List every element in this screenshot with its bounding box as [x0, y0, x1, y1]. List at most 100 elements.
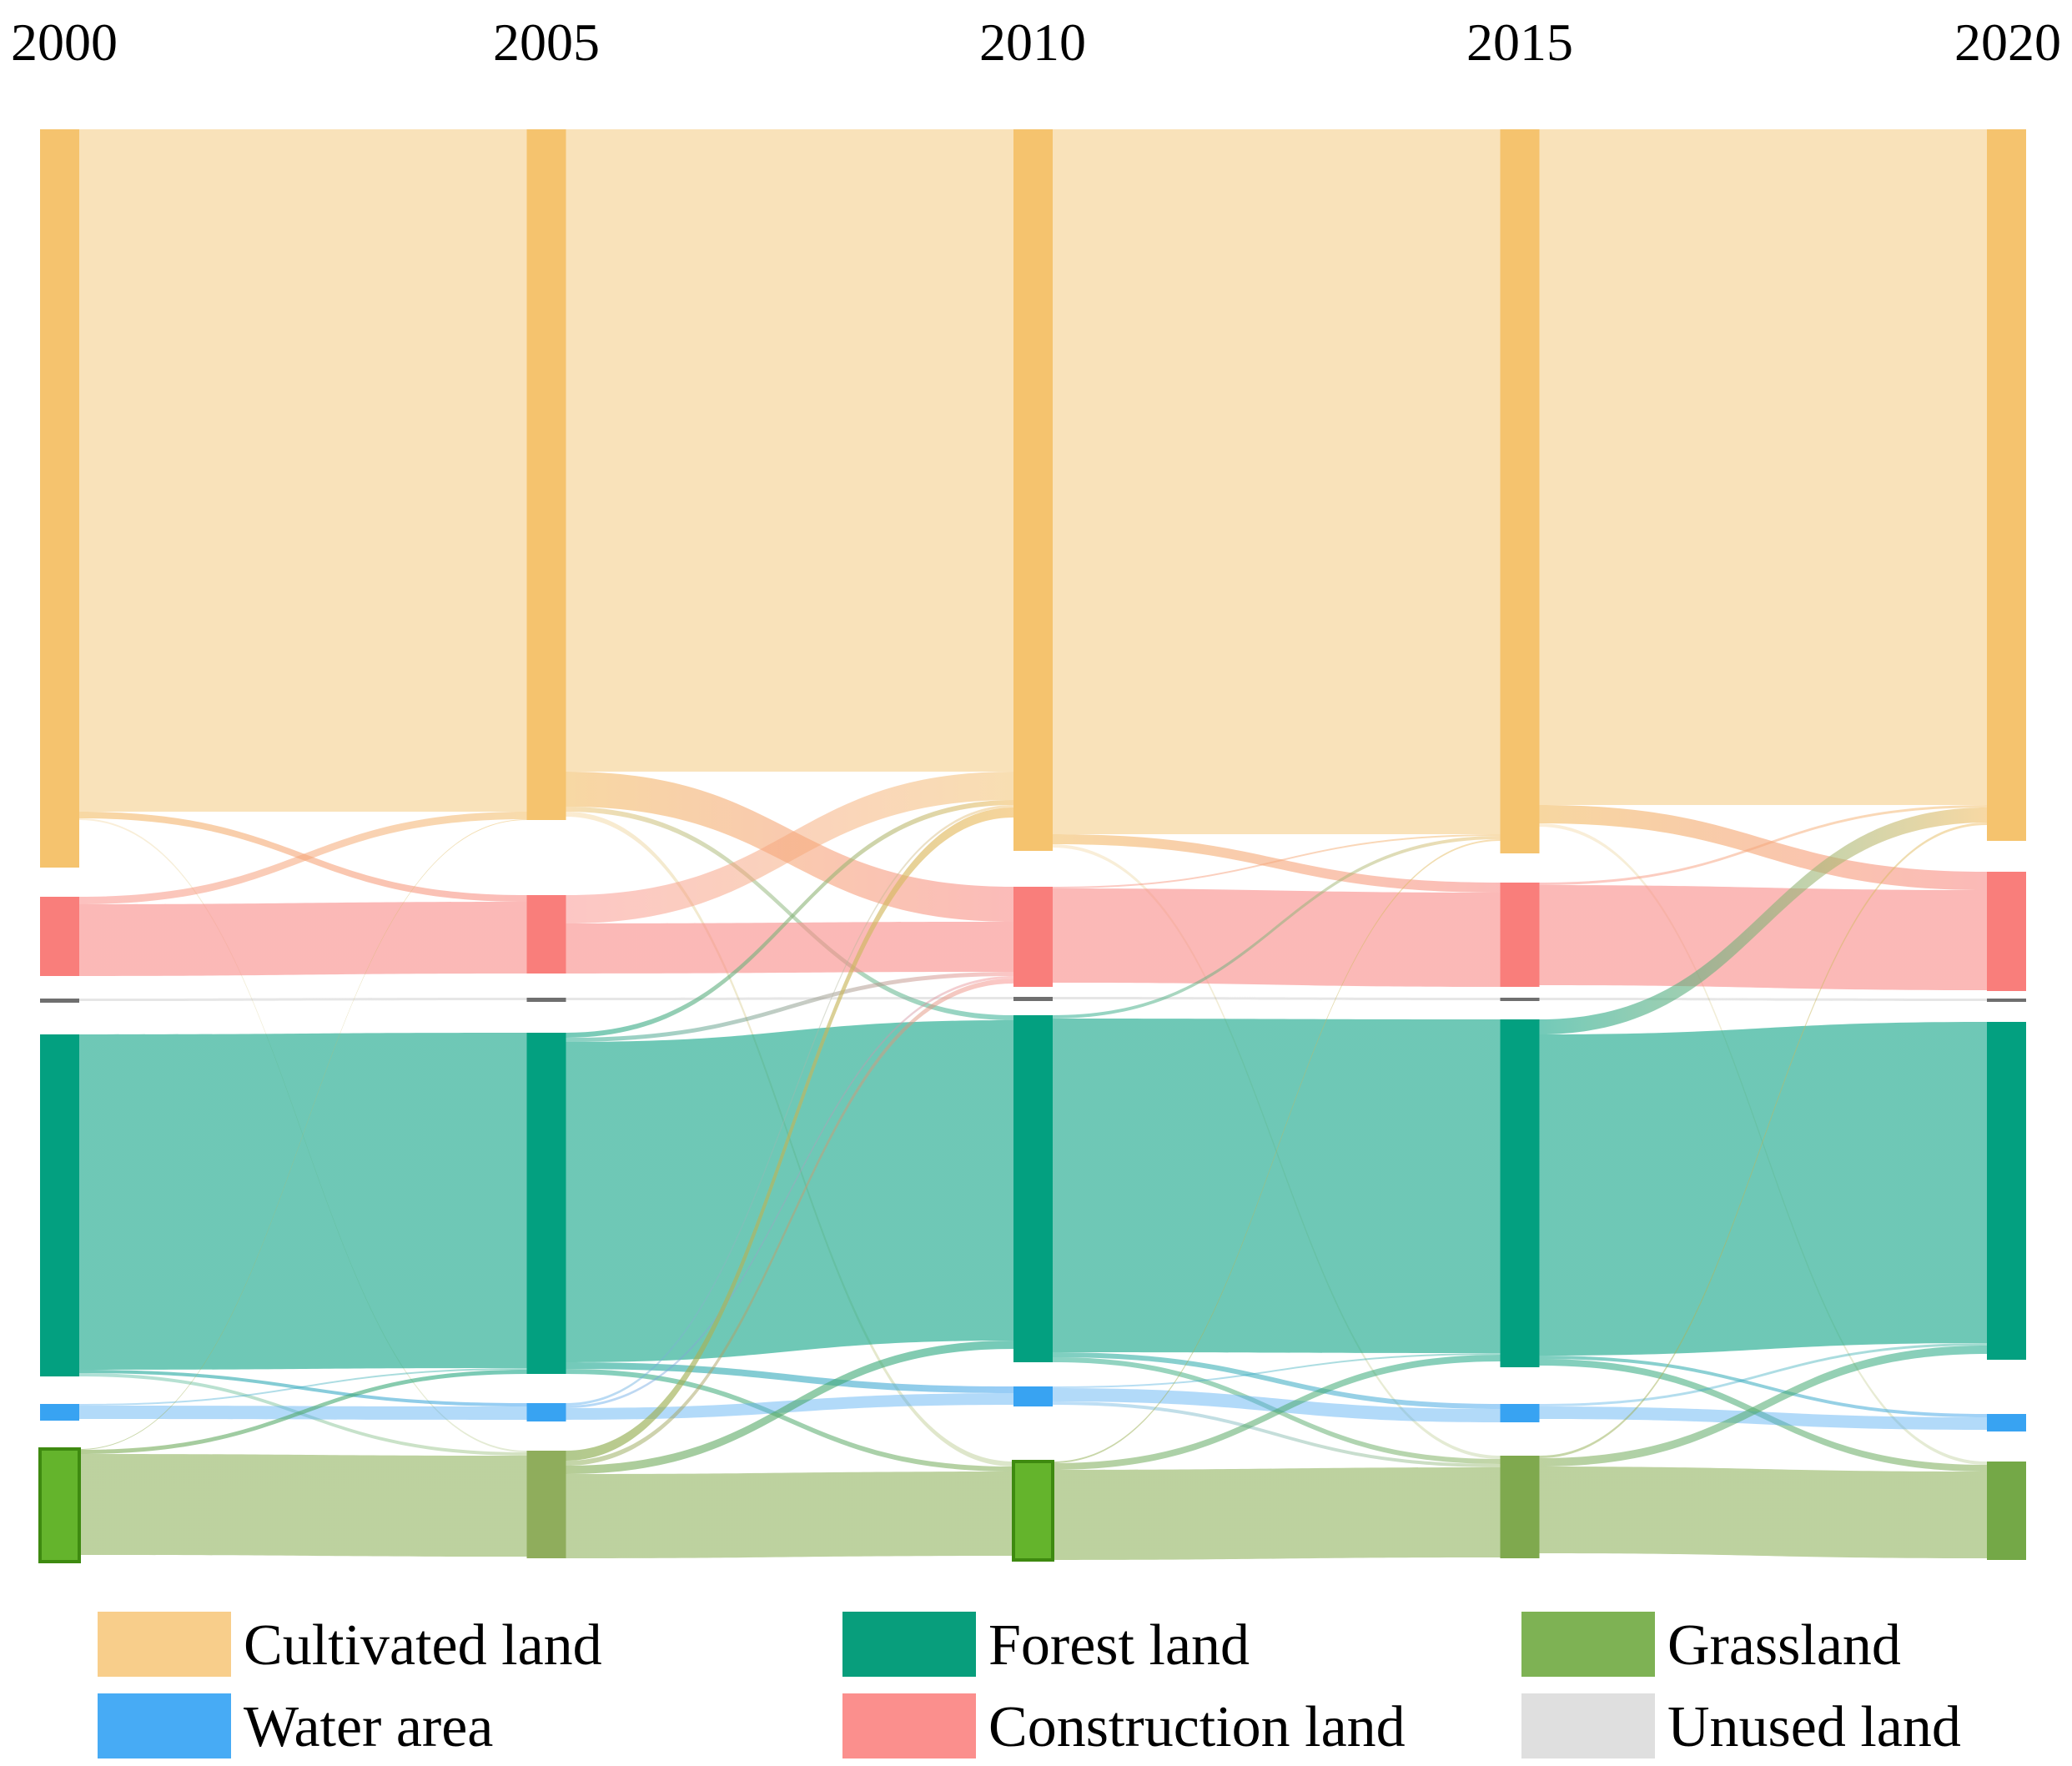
flow-construction-to-cultivated-2015-2020 — [1539, 805, 1987, 885]
flow-construction-to-cultivated-2010-2015 — [1053, 834, 1501, 888]
flow-forest-to-forest-2000-2005 — [79, 1033, 527, 1370]
flow-construction-to-construction-2005-2010 — [566, 922, 1013, 974]
flow-construction-to-construction-2015-2020 — [1539, 885, 1987, 990]
node-cultivated-2010 — [1013, 129, 1053, 851]
flow-water-to-grassland-2010-2015 — [1053, 1401, 1501, 1467]
node-construction-2005 — [526, 895, 566, 974]
flow-cultivated-to-cultivated-2010-2015 — [1053, 129, 1501, 834]
node-cultivated-2000 — [40, 129, 79, 868]
node-unused-2010 — [1013, 997, 1053, 1001]
flow-cultivated-to-cultivated-2000-2005 — [79, 129, 527, 812]
nodes-layer — [38, 129, 2026, 1563]
legend-label-water-area: Water area — [244, 1695, 493, 1759]
flow-grassland-to-cultivated-2000-2005 — [79, 819, 527, 1450]
node-forest-2000 — [40, 1034, 79, 1376]
node-unused-2015 — [1500, 998, 1540, 1001]
flow-grassland-to-grassland-2010-2015 — [1053, 1467, 1501, 1560]
labels-layer: 2000 2005 2010 2015 2020 — [11, 13, 2061, 72]
legend-label-cultivated-land: Cultivated land — [244, 1613, 602, 1678]
node-forest-2015 — [1500, 1019, 1540, 1367]
node-grassland-2010 — [1012, 1460, 1054, 1562]
flow-forest-to-grassland-2005-2010 — [566, 1369, 1013, 1472]
flow-grassland-to-forest-2005-2010 — [566, 1341, 1013, 1474]
legend-swatch-cultivated-land — [98, 1612, 231, 1677]
node-construction-2000 — [40, 897, 79, 976]
node-water-2010 — [1013, 1386, 1053, 1406]
legend-label-forest-land: Forest land — [988, 1613, 1250, 1678]
flow-water-to-forest-2000-2005 — [79, 1368, 527, 1406]
flow-unused-to-unused-2005-2010 — [566, 997, 1013, 1000]
flow-grassland-to-forest-2000-2005 — [79, 1370, 527, 1454]
flows-layer — [79, 129, 1987, 1560]
flow-unused-to-unused-2015-2020 — [1539, 998, 1987, 1001]
flow-water-to-water-2015-2020 — [1539, 1406, 1987, 1430]
flow-forest-to-cultivated-2005-2010 — [566, 800, 1013, 1038]
flow-grassland-to-cultivated-2015-2020 — [1539, 823, 1987, 1458]
flow-cultivated-to-construction-2010-2015 — [1053, 834, 1501, 893]
node-water-2020 — [1987, 1414, 2026, 1431]
node-water-2005 — [526, 1403, 566, 1421]
flow-grassland-to-cultivated-2010-2015 — [1053, 839, 1501, 1463]
flow-construction-to-construction-2010-2015 — [1053, 888, 1501, 987]
flow-grassland-to-grassland-2005-2010 — [566, 1472, 1013, 1558]
node-construction-2015 — [1500, 883, 1540, 987]
node-water-2000 — [40, 1404, 79, 1421]
flow-forest-to-water-2005-2010 — [566, 1362, 1013, 1393]
node-grassland-2020 — [1987, 1462, 2026, 1560]
node-forest-2010 — [1013, 1015, 1053, 1362]
legend-swatch-water-area — [98, 1693, 231, 1758]
node-construction-2010 — [1013, 887, 1053, 987]
flow-construction-to-cultivated-2005-2010 — [566, 772, 1013, 923]
node-water-2015 — [1500, 1404, 1540, 1422]
node-unused-2020 — [1987, 999, 2026, 1002]
flow-water-to-forest-2010-2015 — [1053, 1353, 1501, 1388]
flow-forest-to-water-2015-2020 — [1539, 1356, 1987, 1417]
node-cultivated-2020 — [1987, 129, 2026, 841]
legend-swatch-grassland — [1521, 1612, 1655, 1677]
node-grassland-2015 — [1500, 1456, 1540, 1558]
node-unused-2005 — [526, 998, 566, 1002]
flow-forest-to-forest-2015-2020 — [1539, 1022, 1987, 1356]
year-label-2010: 2010 — [979, 13, 1086, 72]
flow-water-to-forest-2015-2020 — [1539, 1343, 1987, 1406]
flow-construction-to-construction-2000-2005 — [79, 902, 527, 976]
flow-forest-to-cultivated-2010-2015 — [1053, 836, 1501, 1019]
flow-grassland-to-forest-2015-2020 — [1539, 1346, 1987, 1467]
node-cultivated-2015 — [1500, 129, 1540, 853]
legend-swatch-construction-land — [842, 1693, 976, 1758]
year-label-2020: 2020 — [1954, 13, 2061, 72]
year-label-2015: 2015 — [1466, 13, 1573, 72]
node-grassland-2000 — [38, 1447, 81, 1563]
flow-water-to-cultivated-2005-2010 — [566, 805, 1013, 1406]
flow-forest-to-water-2000-2005 — [79, 1370, 527, 1406]
flow-grassland-to-grassland-2000-2005 — [79, 1454, 527, 1557]
flow-forest-to-forest-2010-2015 — [1053, 1019, 1501, 1353]
flow-cultivated-to-forest-2005-2010 — [566, 807, 1013, 1020]
legend-label-construction-land: Construction land — [988, 1695, 1406, 1759]
node-grassland-2005 — [526, 1451, 566, 1558]
node-forest-2020 — [1987, 1022, 2026, 1360]
flow-unused-to-unused-2000-2005 — [79, 998, 527, 1001]
flow-grassland-to-forest-2010-2015 — [1053, 1355, 1501, 1470]
flow-grassland-to-construction-2005-2010 — [566, 979, 1013, 1466]
flow-water-to-construction-2005-2010 — [566, 976, 1013, 1408]
legend-label-grassland: Grassland — [1667, 1613, 1901, 1678]
flow-forest-to-cultivated-2015-2020 — [1539, 808, 1987, 1034]
node-construction-2020 — [1987, 872, 2026, 991]
node-unused-2000 — [40, 999, 79, 1003]
flow-construction-to-cultivated-2000-2005 — [79, 812, 527, 904]
node-forest-2005 — [526, 1033, 566, 1374]
legend-swatch-unused-land — [1521, 1693, 1655, 1758]
flow-grassland-to-cultivated-2005-2010 — [566, 808, 1013, 1461]
flow-cultivated-to-cultivated-2015-2020 — [1539, 129, 1987, 805]
legend-swatch-forest-land — [842, 1612, 976, 1677]
legend-label-unused-land: Unused land — [1667, 1695, 1961, 1759]
flow-grassland-to-grassland-2015-2020 — [1539, 1467, 1987, 1558]
year-label-2005: 2005 — [493, 13, 600, 72]
flow-cultivated-to-construction-2015-2020 — [1539, 805, 1987, 890]
flow-forest-to-construction-2005-2010 — [566, 972, 1013, 1042]
legend: Cultivated land Water area Forest land Cons… — [98, 1612, 1961, 1759]
year-label-2000: 2000 — [11, 13, 118, 72]
